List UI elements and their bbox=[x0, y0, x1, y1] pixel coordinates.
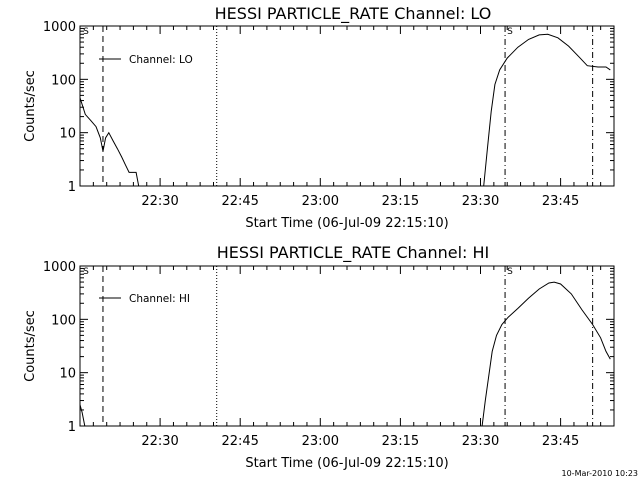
x-tick-label: 23:30 bbox=[462, 434, 499, 449]
x-axis-label: Start Time (06-Jul-09 22:15:10) bbox=[245, 216, 448, 231]
x-tick-label: 23:45 bbox=[542, 434, 579, 449]
series-line-hi bbox=[79, 281, 611, 427]
y-tick-label: 1000 bbox=[43, 20, 76, 35]
flag-label: S bbox=[507, 27, 513, 37]
x-axis: 22:30 22:45 23:00 23:15 23:30 23:45 bbox=[92, 266, 602, 449]
y-tick-label: 1 bbox=[68, 180, 76, 195]
y-tick-label: 10 bbox=[59, 367, 76, 382]
x-axis: 22:30 22:45 23:00 23:15 23:30 23:45 bbox=[92, 26, 602, 209]
x-tick-label: 23:15 bbox=[382, 434, 419, 449]
legend: Channel: HI bbox=[99, 293, 190, 305]
x-tick-label: 22:30 bbox=[141, 434, 178, 449]
y-axis-label: Counts/sec bbox=[23, 310, 38, 382]
panel-hi: HESSI PARTICLE_RATE Channel: HI 1 10 100 10… bbox=[23, 243, 615, 471]
flag-label: S bbox=[83, 267, 89, 277]
x-tick-label: 23:30 bbox=[462, 194, 499, 209]
legend-label: Channel: HI bbox=[129, 293, 190, 305]
x-tick-label: 23:00 bbox=[302, 194, 339, 209]
x-tick-label: 23:45 bbox=[542, 194, 579, 209]
flag-label: S bbox=[83, 27, 89, 37]
x-axis-label: Start Time (06-Jul-09 22:15:10) bbox=[245, 456, 448, 471]
series-line-lo bbox=[79, 33, 611, 187]
x-tick-label: 22:45 bbox=[221, 194, 258, 209]
y-tick-label: 100 bbox=[51, 313, 76, 328]
y-tick-label: 1 bbox=[68, 420, 76, 435]
y-axis-label: Counts/sec bbox=[23, 70, 38, 142]
flag-label: S bbox=[507, 267, 513, 277]
y-axis: 1 10 100 1000 bbox=[43, 20, 614, 195]
x-tick-label: 22:45 bbox=[221, 434, 258, 449]
chart-title: HESSI PARTICLE_RATE Channel: HI bbox=[217, 243, 490, 263]
panel-lo: HESSI PARTICLE_RATE Channel: LO 1 10 100 10… bbox=[23, 4, 615, 231]
y-tick-label: 100 bbox=[51, 73, 76, 88]
plot-frame bbox=[79, 25, 615, 187]
footer-timestamp: 10-Mar-2010 10:23 bbox=[562, 469, 639, 478]
x-tick-label: 22:30 bbox=[141, 194, 178, 209]
plot-frame bbox=[79, 265, 615, 427]
x-tick-label: 23:15 bbox=[382, 194, 419, 209]
legend: Channel: LO bbox=[99, 54, 193, 66]
chart-title: HESSI PARTICLE_RATE Channel: LO bbox=[215, 4, 492, 24]
time-markers bbox=[102, 266, 594, 426]
x-tick-label: 23:00 bbox=[302, 434, 339, 449]
y-tick-label: 10 bbox=[59, 127, 76, 142]
y-tick-label: 1000 bbox=[43, 260, 76, 275]
y-axis: 1 10 100 1000 bbox=[43, 260, 614, 435]
legend-label: Channel: LO bbox=[129, 54, 193, 66]
time-markers bbox=[102, 26, 594, 186]
